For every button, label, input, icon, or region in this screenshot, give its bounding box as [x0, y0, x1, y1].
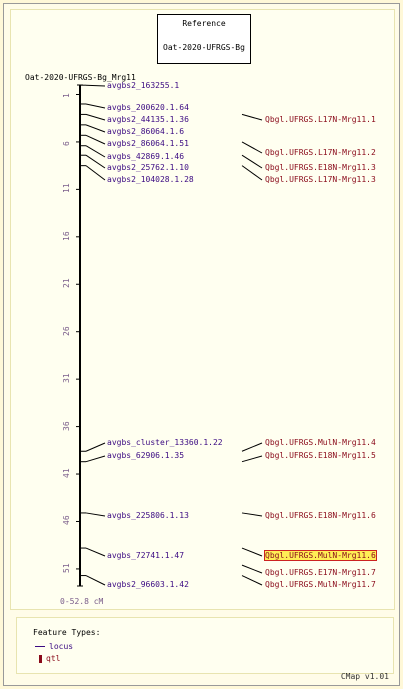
axis-tick-label: 41 — [62, 468, 71, 479]
qtl-leader-line — [241, 455, 263, 463]
qtl-leader-line — [241, 442, 263, 452]
qtl-label-highlighted[interactable]: Qbgl.UFRGS.MulN-Mrg11.6 — [264, 550, 377, 561]
locus-label[interactable]: avgbs_200620.1.64 — [107, 103, 189, 112]
locus-label[interactable]: avgbs2_86064.1.51 — [107, 139, 189, 148]
locus-label[interactable]: avgbs2_96603.1.42 — [107, 580, 189, 589]
legend-locus-label: locus — [49, 642, 74, 651]
locus-leader-line — [85, 575, 106, 586]
qtl-leader-line — [241, 165, 263, 181]
axis-tick-label: 11 — [62, 183, 71, 194]
qtl-leader-line — [241, 575, 263, 586]
locus-line-icon — [35, 646, 45, 647]
qtl-leader-line — [241, 564, 263, 574]
locus-label[interactable]: avgbs_225806.1.13 — [107, 511, 189, 520]
qtl-leader-line — [241, 512, 263, 517]
locus-leader-line — [85, 455, 106, 463]
map-range-label: 0-52.8 cM — [60, 597, 104, 606]
locus-label[interactable]: avgbs_72741.1.47 — [107, 551, 185, 560]
axis-tick-label: 16 — [62, 231, 71, 241]
locus-label[interactable]: avgbs2_86064.1.6 — [107, 127, 185, 136]
qtl-leader-line — [241, 547, 263, 557]
locus-leader-line — [85, 113, 106, 121]
locus-leader-line — [85, 165, 106, 181]
locus-leader-line — [85, 124, 106, 133]
locus-label[interactable]: avgbs_cluster_13360.1.22 — [107, 438, 223, 447]
reference-box[interactable]: Reference Oat-2020-UFRGS-Bg — [157, 14, 251, 64]
qtl-label[interactable]: Qbgl.UFRGS.E18N-Mrg11.6 — [265, 511, 376, 520]
axis-tick-label: 51 — [62, 563, 71, 573]
qtl-box-icon — [39, 654, 42, 663]
locus-label[interactable]: avgbs_62906.1.35 — [107, 451, 185, 460]
locus-label[interactable]: avgbs_42869.1.46 — [107, 152, 185, 161]
qtl-leader-line — [241, 154, 263, 169]
cmap-version: CMap v1.01 — [340, 672, 389, 681]
qtl-leader-line — [241, 141, 263, 154]
locus-leader-line — [85, 103, 106, 109]
reference-map-name[interactable]: Oat-2020-UFRGS-Bg — [163, 43, 245, 52]
legend-item-qtl: qtl — [35, 654, 60, 663]
axis-tick-label: 1 — [62, 93, 71, 99]
qtl-label[interactable]: Qbgl.UFRGS.L17N-Mrg11.3 — [265, 175, 376, 184]
locus-label[interactable]: avgbs2_163255.1 — [107, 81, 180, 90]
qtl-label[interactable]: Qbgl.UFRGS.MulN-Mrg11.4 — [265, 438, 376, 447]
map-panel — [10, 9, 395, 610]
qtl-label[interactable]: Qbgl.UFRGS.E17N-Mrg11.7 — [265, 568, 376, 577]
legend-title: Feature Types: — [33, 628, 101, 637]
genetic-map-svg — [76, 84, 263, 587]
qtl-label[interactable]: Qbgl.UFRGS.E18N-Mrg11.3 — [265, 163, 376, 172]
locus-leader-line — [85, 145, 106, 158]
legend-item-locus: locus — [35, 642, 73, 651]
legend-qtl-label: qtl — [46, 654, 61, 663]
locus-label[interactable]: avgbs2_44135.1.36 — [107, 115, 189, 124]
axis-tick-label: 21 — [62, 278, 71, 289]
locus-label[interactable]: avgbs2_104028.1.28 — [107, 175, 194, 184]
locus-leader-line — [85, 154, 106, 169]
map-name[interactable]: Oat-2020-UFRGS-Bg_Mrg11 — [25, 73, 136, 82]
locus-leader-line — [85, 442, 106, 452]
legend-panel: Feature Types: locus qtl — [16, 617, 394, 674]
reference-title: Reference — [182, 19, 226, 28]
axis-tick-label: 36 — [62, 420, 71, 431]
locus-label[interactable]: avgbs2_25762.1.10 — [107, 163, 189, 172]
qtl-label[interactable]: Qbgl.UFRGS.MulN-Mrg11.7 — [265, 580, 376, 589]
locus-leader-line — [85, 547, 106, 557]
locus-leader-line — [85, 512, 106, 517]
axis-tick-label: 6 — [62, 141, 71, 146]
axis-tick-label: 31 — [62, 373, 71, 384]
qtl-label[interactable]: Qbgl.UFRGS.L17N-Mrg11.2 — [265, 148, 376, 157]
axis-tick-label: 26 — [62, 326, 71, 336]
qtl-label[interactable]: Qbgl.UFRGS.E18N-Mrg11.5 — [265, 451, 376, 460]
locus-leader-line — [85, 84, 106, 87]
qtl-label[interactable]: Qbgl.UFRGS.L17N-Mrg11.1 — [265, 115, 376, 124]
locus-leader-line — [85, 134, 106, 145]
axis-tick-label: 46 — [62, 515, 71, 526]
qtl-leader-line — [241, 113, 263, 121]
